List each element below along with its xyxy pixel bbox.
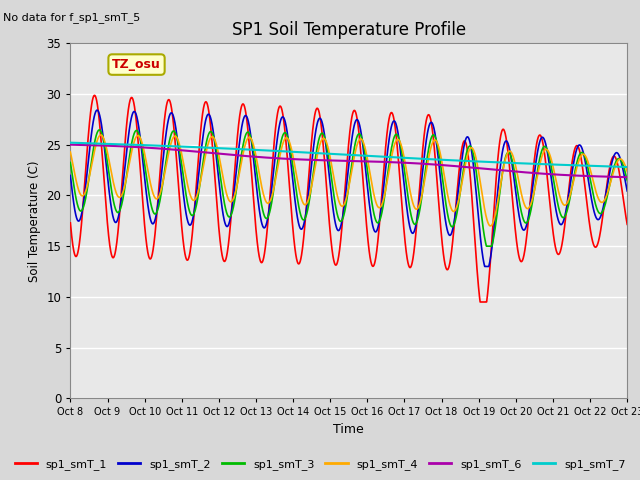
sp1_smT_3 [305,204,312,210]
sp1_smT_7 [130,142,138,148]
sp1_smT_3 [67,159,74,165]
sp1_smT_2 [481,264,488,269]
sp1_smT_3 [280,130,288,136]
sp1_smT_3 [95,127,103,133]
sp1_smT_7 [304,150,312,156]
sp1_smT_6 [552,172,560,178]
sp1_smT_4 [612,160,620,166]
sp1_smT_6 [163,146,171,152]
sp1_smT_3 [131,131,138,137]
sp1_smT_2 [67,173,74,179]
sp1_smT_4 [163,157,171,163]
sp1_smT_7 [163,143,171,149]
Line: sp1_smT_3: sp1_smT_3 [70,130,627,246]
Line: sp1_smT_7: sp1_smT_7 [70,143,627,167]
sp1_smT_6 [612,174,620,180]
sp1_smT_2 [612,150,620,156]
sp1_smT_7 [280,148,288,154]
sp1_smT_4 [131,139,138,145]
Legend: sp1_smT_1, sp1_smT_2, sp1_smT_3, sp1_smT_4, sp1_smT_6, sp1_smT_7: sp1_smT_1, sp1_smT_2, sp1_smT_3, sp1_smT… [10,455,630,474]
sp1_smT_2 [553,211,561,216]
sp1_smT_3 [623,178,631,183]
sp1_smT_4 [97,132,105,138]
sp1_smT_7 [67,140,74,145]
Line: sp1_smT_6: sp1_smT_6 [70,144,627,177]
Text: TZ_osu: TZ_osu [112,58,161,71]
sp1_smT_1 [280,120,288,126]
sp1_smT_7 [552,162,560,168]
sp1_smT_1 [612,157,620,163]
sp1_smT_6 [623,174,631,180]
sp1_smT_4 [486,223,494,229]
sp1_smT_3 [483,243,490,249]
sp1_smT_4 [305,197,312,203]
sp1_smT_2 [131,108,138,114]
sp1_smT_1 [91,93,99,98]
Text: No data for f_sp1_smT_5: No data for f_sp1_smT_5 [3,12,140,23]
sp1_smT_2 [623,188,631,194]
sp1_smT_1 [553,249,561,255]
sp1_smT_1 [305,180,312,185]
sp1_smT_6 [304,157,312,163]
sp1_smT_4 [67,149,74,155]
sp1_smT_3 [163,151,171,156]
sp1_smT_1 [131,101,138,107]
sp1_smT_4 [553,180,561,186]
Line: sp1_smT_1: sp1_smT_1 [70,96,627,302]
sp1_smT_6 [130,144,138,150]
Line: sp1_smT_2: sp1_smT_2 [70,110,627,266]
sp1_smT_2 [93,107,101,113]
sp1_smT_6 [280,156,288,162]
sp1_smT_3 [553,195,561,201]
X-axis label: Time: Time [333,423,364,436]
sp1_smT_3 [612,157,620,163]
sp1_smT_4 [623,168,631,174]
sp1_smT_2 [280,116,288,121]
sp1_smT_4 [280,137,288,143]
sp1_smT_1 [476,299,484,305]
sp1_smT_1 [67,220,74,226]
Title: SP1 Soil Temperature Profile: SP1 Soil Temperature Profile [232,21,466,39]
sp1_smT_7 [623,164,631,170]
Line: sp1_smT_4: sp1_smT_4 [70,135,627,226]
sp1_smT_1 [163,100,171,106]
sp1_smT_1 [623,221,631,227]
sp1_smT_2 [305,192,312,198]
sp1_smT_7 [612,164,620,169]
sp1_smT_2 [163,123,171,129]
sp1_smT_6 [67,142,74,147]
Y-axis label: Soil Temperature (C): Soil Temperature (C) [28,160,41,282]
